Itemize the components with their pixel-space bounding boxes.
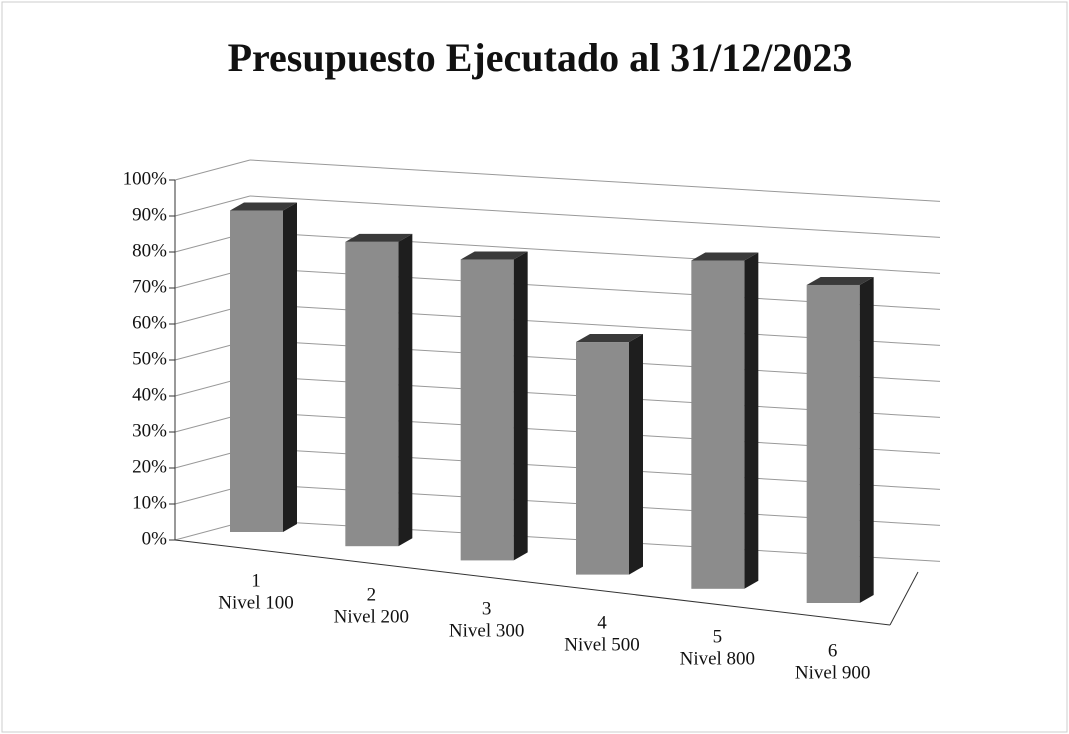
grid-line — [249, 195, 941, 238]
x-tick-label: Nivel 900 — [795, 662, 870, 683]
grid-line — [249, 159, 941, 202]
x-tick-label: 2 — [367, 584, 377, 605]
bar-side — [398, 233, 413, 547]
bar-side — [744, 252, 759, 589]
x-tick-label: Nivel 800 — [680, 648, 755, 669]
x-tick-label: 4 — [597, 612, 607, 633]
y-tick-label: 60% — [132, 312, 167, 333]
y-tick-label: 20% — [132, 456, 167, 477]
axis — [889, 571, 919, 626]
bar-top — [691, 252, 759, 261]
axis — [174, 539, 891, 626]
y-tick-label: 50% — [132, 348, 167, 369]
y-tick-label: 70% — [132, 276, 167, 297]
bar — [576, 342, 629, 575]
bar-top — [806, 276, 874, 285]
x-tick-label: Nivel 500 — [564, 634, 639, 655]
x-tick-label: Nivel 100 — [218, 592, 293, 613]
x-tick-label: 1 — [251, 570, 261, 591]
bar — [345, 241, 399, 547]
bar — [806, 284, 860, 603]
bar-side — [629, 334, 643, 575]
grid-line — [174, 159, 251, 181]
y-tick-label: 80% — [132, 240, 167, 261]
bar-top — [460, 251, 528, 260]
bar-side — [859, 276, 874, 603]
bar — [230, 210, 283, 532]
y-tick-label: 100% — [123, 168, 168, 189]
bar-side — [513, 251, 528, 561]
bar — [460, 259, 514, 561]
x-tick-label: 5 — [713, 626, 723, 647]
x-tick-label: 3 — [482, 598, 492, 619]
x-tick-label: Nivel 300 — [449, 620, 524, 641]
y-tick-label: 30% — [132, 420, 167, 441]
bar-top — [230, 202, 297, 211]
x-tick-label: Nivel 200 — [334, 606, 409, 627]
y-tick-label: 40% — [132, 384, 167, 405]
chart-title: Presupuesto Ejecutado al 31/12/2023 — [228, 35, 853, 80]
y-tick-label: 0% — [142, 528, 168, 549]
y-tick-label: 10% — [132, 492, 167, 513]
bar — [691, 260, 745, 589]
bar-top — [576, 334, 643, 343]
grid-line — [174, 195, 251, 217]
x-tick-label: 6 — [828, 640, 838, 661]
bar-side — [283, 202, 297, 532]
y-tick-label: 90% — [132, 204, 167, 225]
bar-top — [345, 233, 413, 242]
